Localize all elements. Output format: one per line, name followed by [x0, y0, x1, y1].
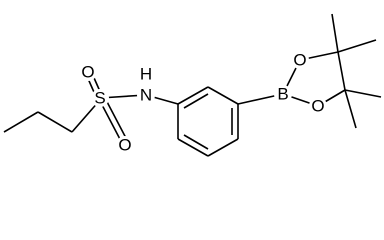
atom-label: B: [277, 85, 288, 104]
atom-label: S: [94, 89, 105, 108]
atom-label: N: [140, 86, 152, 105]
atom-label: O: [293, 51, 306, 70]
atom-label: H: [140, 65, 152, 84]
structure-diagram: O S O N H B O O: [3, 13, 382, 157]
atom-label: O: [118, 136, 131, 155]
atom-labels: O S O N H B O O: [81, 51, 324, 155]
atom-label: O: [311, 97, 324, 116]
atom-masks: [79, 51, 327, 154]
atom-label: O: [81, 63, 94, 82]
bonds: [3, 13, 382, 157]
